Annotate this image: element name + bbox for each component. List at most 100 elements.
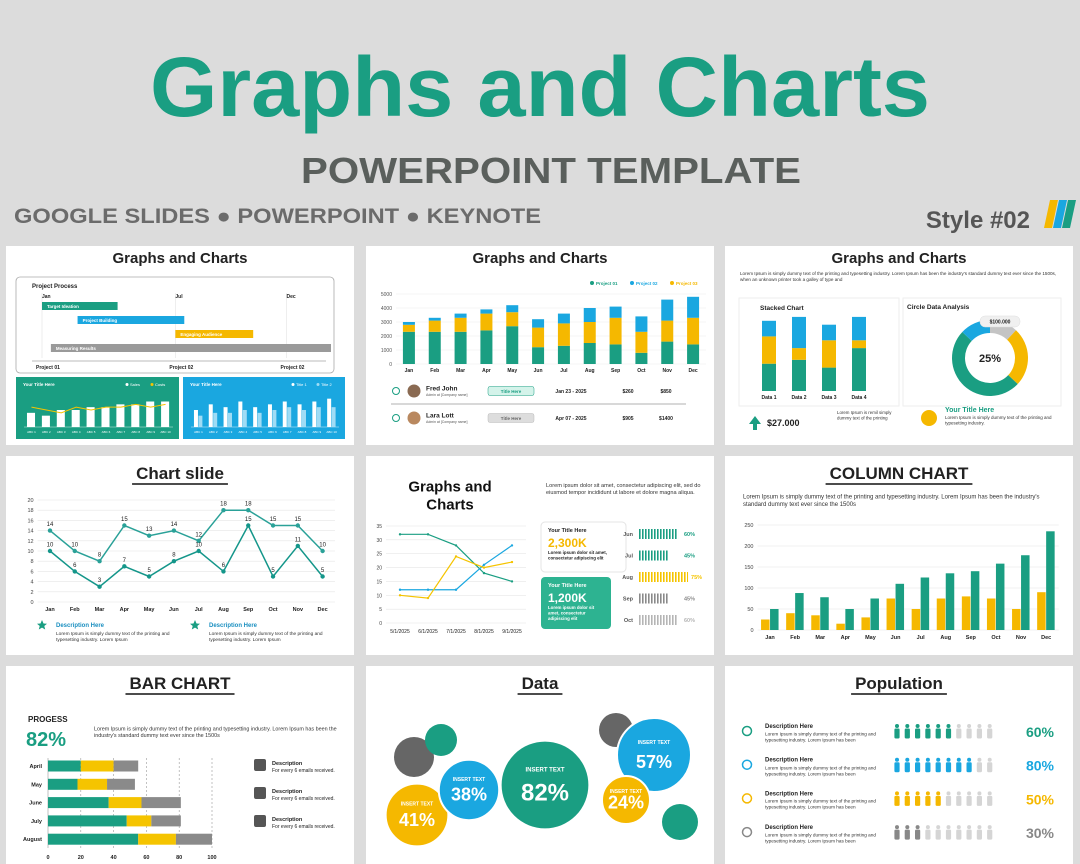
stripe — [1044, 200, 1058, 228]
gantt-title: Project Process — [32, 284, 78, 290]
data-label: 10 — [71, 543, 78, 549]
bar — [253, 407, 258, 427]
person-body — [915, 762, 921, 773]
row-marker — [392, 414, 400, 422]
y-tick-label: 150 — [744, 565, 753, 571]
legend-label: Title 2 — [321, 382, 333, 387]
slide-title: Graphs and Charts — [472, 250, 607, 267]
x-tick-label: 100 — [207, 855, 216, 861]
x-tick-label: ABC 5 — [253, 430, 262, 434]
y-tick-label: July — [31, 819, 43, 825]
x-tick-label: Jul — [195, 607, 203, 613]
point — [510, 560, 514, 564]
slide-title: COLUMN CHART — [830, 464, 969, 483]
legend-dot — [630, 281, 634, 285]
point — [47, 548, 53, 554]
slide-title-box: Graphs and Charts — [408, 479, 491, 514]
card-text-box: Lorem ipsum dolor sit amet, consectetur … — [548, 605, 595, 621]
date: Jan 23 - 2025 — [555, 389, 586, 395]
legend-title: Description — [272, 817, 303, 823]
person-body — [956, 728, 962, 739]
y-tick-label: 5000 — [381, 292, 392, 298]
person-head — [977, 791, 982, 796]
y-tick-label: 100 — [744, 586, 753, 592]
slide: Chart slide 0 2 4 6 8 10 12 14 16 18 20 Jan Feb Mar Apr… — [6, 456, 354, 655]
point — [122, 564, 127, 569]
note-text-box: Lorem Ipsum is simply dummy text of the … — [945, 415, 1052, 426]
person-head — [905, 825, 910, 830]
bar — [402, 322, 415, 325]
progress-bar — [638, 529, 679, 539]
y-tick-label: 35 — [376, 524, 382, 530]
bar — [635, 352, 648, 364]
point — [122, 523, 127, 528]
person-body — [987, 829, 993, 840]
x-tick-label: ABC 8 — [298, 430, 307, 434]
person-head — [967, 724, 972, 728]
x-tick-label: Jan — [405, 368, 414, 374]
x-tick-label: Sep — [611, 368, 620, 374]
slide: Graphs and Charts Lorem Ipsum is simply d… — [725, 246, 1073, 445]
gantt-bar — [50, 344, 332, 352]
x-tick-label: ABC 9 — [146, 430, 155, 434]
data-label: 14 — [171, 522, 178, 528]
x-tick-label: 60 — [143, 855, 149, 861]
x-tick-label: May — [144, 607, 156, 613]
x-tick-label: ABC 4 — [72, 430, 81, 434]
x-tick-label: Jul — [560, 368, 568, 374]
person-head — [977, 825, 982, 830]
row-icon — [741, 826, 753, 838]
category-label: Aug — [622, 575, 633, 581]
x-tick-label: ABC 9 — [312, 430, 321, 434]
bar — [297, 404, 302, 427]
person-head — [925, 825, 930, 830]
bar — [792, 316, 806, 349]
bar — [242, 410, 247, 427]
person-body — [925, 829, 931, 840]
card-text: Lorem ipsum dolor sit amet, consectetur … — [548, 605, 595, 621]
bubble — [616, 717, 692, 793]
bubble-label: INSERT TEXT — [401, 802, 434, 808]
x-tick-label: 20 — [78, 855, 84, 861]
bar — [532, 347, 545, 364]
bar — [761, 619, 770, 630]
y-tick-label: 4000 — [381, 306, 392, 312]
x-tick-label: Data 3 — [821, 395, 836, 401]
star-icon — [37, 620, 47, 630]
x-tick-label: May — [507, 368, 517, 374]
point — [97, 559, 102, 564]
person-head — [946, 791, 951, 796]
bar — [116, 404, 125, 427]
x-tick-label: Data 2 — [791, 395, 806, 401]
progress-label: PROGESS — [28, 715, 68, 724]
x-tick-label: Oct — [991, 635, 1000, 641]
bar — [506, 305, 519, 313]
card-value: 1,200K — [548, 591, 587, 605]
value-label: 60% — [684, 532, 695, 538]
bar — [107, 778, 135, 790]
point — [398, 533, 402, 536]
bubble-value: 57% — [636, 752, 672, 772]
person-head — [977, 757, 982, 762]
line — [49, 509, 324, 563]
bubble — [499, 739, 591, 831]
legend-icon — [254, 787, 266, 799]
chart-title: Stacked Chart — [760, 305, 805, 312]
bar — [146, 401, 155, 427]
x-tick-label: Dec — [318, 607, 328, 613]
bubble-value: 41% — [399, 810, 435, 830]
person-body — [966, 829, 972, 840]
main-title: Graphs and Charts — [150, 40, 930, 134]
gantt-bar-label: Project Building — [83, 318, 118, 323]
person-body — [976, 829, 982, 840]
bar — [331, 407, 336, 427]
x-tick-label: Sep — [966, 635, 977, 641]
bubble-label: INSERT TEXT — [525, 768, 564, 774]
row-title: Description Here — [765, 825, 814, 831]
description-title: Description Here — [56, 623, 105, 629]
line — [31, 403, 166, 414]
bar — [661, 320, 674, 342]
amount: $260 — [622, 389, 633, 395]
progress-bar — [638, 572, 689, 582]
x-tick-label: 7/1/2025 — [446, 629, 466, 635]
